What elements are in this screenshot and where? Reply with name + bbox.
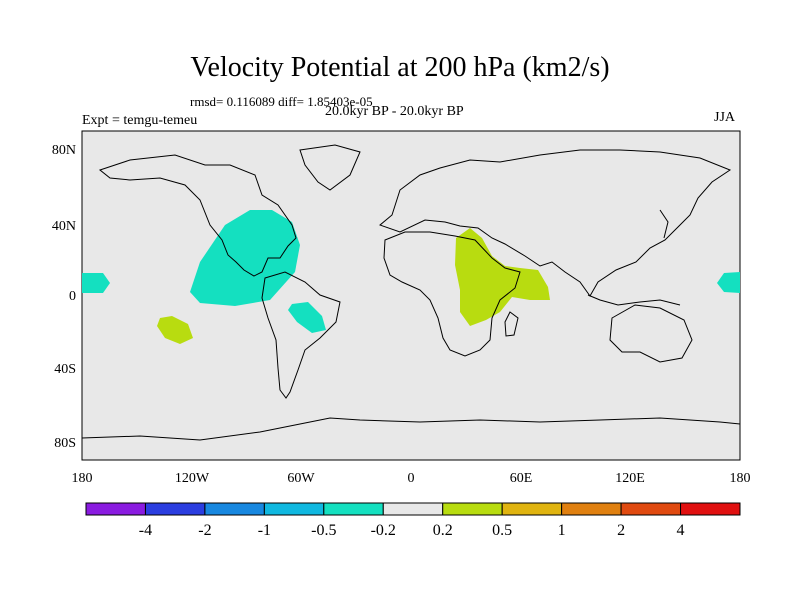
colorbar-label: 0.5 bbox=[492, 522, 512, 539]
lon-label: 180 bbox=[72, 471, 93, 486]
coast-antarctica bbox=[81, 417, 741, 441]
colorbar-swatch bbox=[561, 502, 622, 516]
colorbar-label: -4 bbox=[139, 522, 152, 539]
colorbar-label: -0.2 bbox=[371, 522, 396, 539]
colorbar-swatch bbox=[680, 502, 741, 516]
map-panel bbox=[81, 130, 741, 461]
colorbar-label: 1 bbox=[558, 522, 566, 539]
lon-label: 120E bbox=[615, 471, 645, 486]
period-label: 20.0kyr BP - 20.0kyr BP bbox=[325, 104, 464, 119]
lat-label: 80N bbox=[52, 143, 76, 158]
coast-eurasia bbox=[379, 149, 732, 297]
colorbar-swatch bbox=[204, 502, 265, 516]
colorbar-label: 0.2 bbox=[433, 522, 453, 539]
colorbar-label: 4 bbox=[677, 522, 685, 539]
coast-north-america bbox=[98, 154, 297, 277]
coast-japan bbox=[659, 209, 669, 239]
colorbar-swatch bbox=[382, 502, 444, 516]
colorbar-swatch bbox=[501, 502, 563, 516]
lat-label: 40S bbox=[54, 362, 76, 377]
colorbar-swatch bbox=[263, 502, 325, 516]
negative-region-south-pacific bbox=[157, 316, 193, 344]
chart-title: Velocity Potential at 200 hPa (km2/s) bbox=[190, 52, 610, 83]
colorbar: -4 -2 -1 -0.5 -0.2 0.2 0.5 1 2 4 bbox=[85, 502, 741, 539]
lon-label: 0 bbox=[408, 471, 415, 486]
coastlines bbox=[81, 144, 741, 441]
colorbar-label: -2 bbox=[198, 522, 211, 539]
negative-region-west-pacific bbox=[82, 273, 110, 293]
lon-label: 180 bbox=[730, 471, 751, 486]
positive-region-africa bbox=[455, 228, 550, 326]
colorbar-swatch bbox=[144, 502, 206, 516]
lat-label: 40N bbox=[52, 219, 76, 234]
experiment-label: Expt = temgu-temeu bbox=[82, 113, 198, 128]
coast-indonesia bbox=[587, 294, 681, 306]
coast-africa bbox=[383, 231, 521, 357]
colorbar-swatch bbox=[323, 502, 384, 516]
season-label: JJA bbox=[714, 110, 736, 125]
latitude-labels: 80N 40N 0 40S 80S bbox=[52, 143, 76, 451]
coast-greenland bbox=[299, 144, 361, 191]
negative-region-atlantic bbox=[190, 210, 300, 306]
colorbar-swatch bbox=[442, 502, 503, 516]
anomaly-shading bbox=[82, 210, 740, 344]
coast-south-america bbox=[261, 271, 341, 399]
coast-madagascar bbox=[504, 311, 519, 337]
coast-australia bbox=[609, 304, 693, 363]
colorbar-swatch bbox=[85, 502, 146, 516]
lon-label: 120W bbox=[175, 471, 210, 486]
longitude-labels: 180 120W 60W 0 60E 120E 180 bbox=[72, 471, 751, 486]
lon-label: 60W bbox=[287, 471, 315, 486]
lon-label: 60E bbox=[510, 471, 533, 486]
colorbar-swatch bbox=[620, 502, 682, 516]
stats-label: rmsd= 0.116089 diff= 1.85403e-05 bbox=[190, 94, 373, 109]
lat-label: 0 bbox=[69, 289, 76, 304]
negative-region-east-edge bbox=[717, 272, 740, 293]
colorbar-label: -0.5 bbox=[311, 522, 336, 539]
colorbar-label: -1 bbox=[258, 522, 271, 539]
colorbar-label: 2 bbox=[617, 522, 625, 539]
negative-region-south-atlantic bbox=[288, 302, 326, 333]
lat-label: 80S bbox=[54, 436, 76, 451]
